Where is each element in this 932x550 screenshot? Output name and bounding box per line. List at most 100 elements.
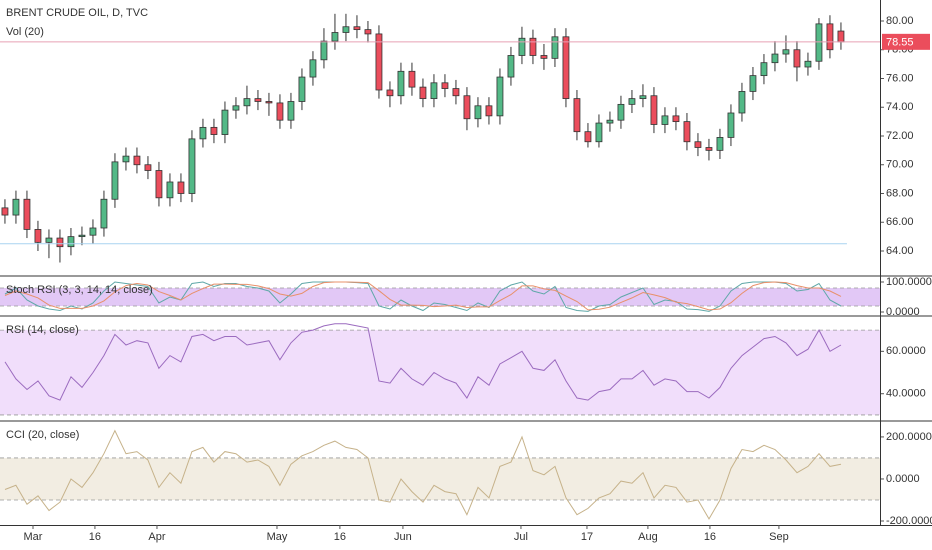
candle-body (254, 98, 262, 102)
y-tick-label: 0.0000 (886, 473, 920, 485)
candle-body (133, 155, 141, 166)
candle-body (155, 170, 163, 199)
indicator-line (4, 281, 842, 312)
candle-body (23, 198, 31, 230)
candle-body (496, 76, 504, 117)
indicator-line (4, 281, 842, 311)
candle-body (441, 82, 449, 89)
candle-body (639, 95, 647, 100)
candle-body (408, 70, 416, 88)
candle-body (474, 105, 482, 120)
candle-body (749, 75, 757, 92)
candle-body (34, 229, 42, 243)
pane-title: RSI (14, close) (6, 324, 79, 336)
candle-body (177, 181, 185, 194)
candle-body (67, 236, 75, 248)
pane-subtitle: Vol (20) (6, 26, 44, 38)
candle-body (287, 101, 295, 121)
y-tick-label: 72.00 (886, 130, 914, 142)
candle-body (232, 105, 240, 111)
x-tick-label: Apr (148, 531, 165, 543)
candle-body (650, 95, 658, 125)
candle-body (100, 198, 108, 229)
candle-body (342, 26, 350, 33)
candle-body (683, 121, 691, 143)
y-tick-label: 70.00 (886, 159, 914, 171)
candle-body (727, 112, 735, 138)
pane-title: CCI (20, close) (6, 429, 79, 441)
candle-body (617, 103, 625, 121)
x-tick-label: Mar (24, 531, 43, 543)
candle-body (221, 109, 229, 135)
candle-body (199, 126, 207, 140)
candle-body (694, 141, 702, 148)
price-label: 78.55 (886, 37, 914, 49)
candle-body (320, 40, 328, 61)
y-tick-label: -200.0000 (886, 515, 932, 527)
candle-body (298, 76, 306, 102)
candle-body (45, 237, 53, 243)
candle-body (485, 105, 493, 117)
indicator-band (0, 457, 880, 500)
indicator-line (4, 323, 842, 401)
x-tick-label: 16 (704, 531, 716, 543)
x-tick-label: Sep (769, 531, 789, 543)
candle-body (716, 137, 724, 151)
y-tick-label: 0.0000 (886, 306, 920, 318)
x-tick-label: May (267, 531, 288, 543)
y-tick-label: 74.00 (886, 101, 914, 113)
candle-body (507, 55, 515, 78)
candle-body (771, 53, 779, 64)
candle-body (606, 119, 614, 124)
candle-body (89, 227, 97, 236)
indicator-line (4, 429, 842, 520)
x-tick-label: Jun (394, 531, 412, 543)
y-tick-label: 66.00 (886, 216, 914, 228)
y-tick-label: 200.0000 (886, 431, 932, 443)
candle-body (826, 23, 834, 51)
candle-body (78, 234, 86, 238)
candle-body (661, 115, 669, 125)
candle-body (705, 147, 713, 151)
candle-body (430, 82, 438, 100)
candle-body (672, 115, 680, 123)
y-tick-label: 68.00 (886, 187, 914, 199)
indicator-band (0, 330, 880, 415)
candle-body (595, 122, 603, 143)
pane-title: BRENT CRUDE OIL, D, TVC (6, 7, 148, 19)
candle-body (837, 30, 845, 43)
y-tick-label: 40.0000 (886, 388, 926, 400)
candle-body (529, 37, 537, 56)
x-tick-label: 17 (581, 531, 593, 543)
candle-body (1, 207, 9, 216)
candle-body (188, 138, 196, 194)
candle-body (628, 98, 636, 105)
candle-body (210, 126, 218, 135)
candle-body (419, 86, 427, 100)
candle-body (375, 33, 383, 91)
y-tick-label: 64.00 (886, 245, 914, 257)
candle-body (111, 161, 119, 200)
candle-body (760, 62, 768, 77)
candle-body (309, 59, 317, 78)
candle-body (364, 29, 372, 35)
candle-body (12, 198, 20, 216)
candle-body (518, 37, 526, 56)
candle-body (815, 23, 823, 62)
y-tick-label: 76.00 (886, 72, 914, 84)
candle-body (276, 102, 284, 121)
candle-body (56, 237, 64, 248)
candle-body (166, 181, 174, 199)
x-tick-label: 16 (334, 531, 346, 543)
candle-body (804, 60, 812, 68)
candle-body (397, 70, 405, 97)
candle-body (573, 98, 581, 133)
candle-body (551, 36, 559, 59)
candle-body (738, 91, 746, 114)
candle-body (793, 49, 801, 68)
candle-body (243, 98, 251, 107)
y-tick-label: 100.0000 (886, 276, 932, 288)
indicator-band (0, 288, 880, 307)
candle-body (386, 89, 394, 97)
